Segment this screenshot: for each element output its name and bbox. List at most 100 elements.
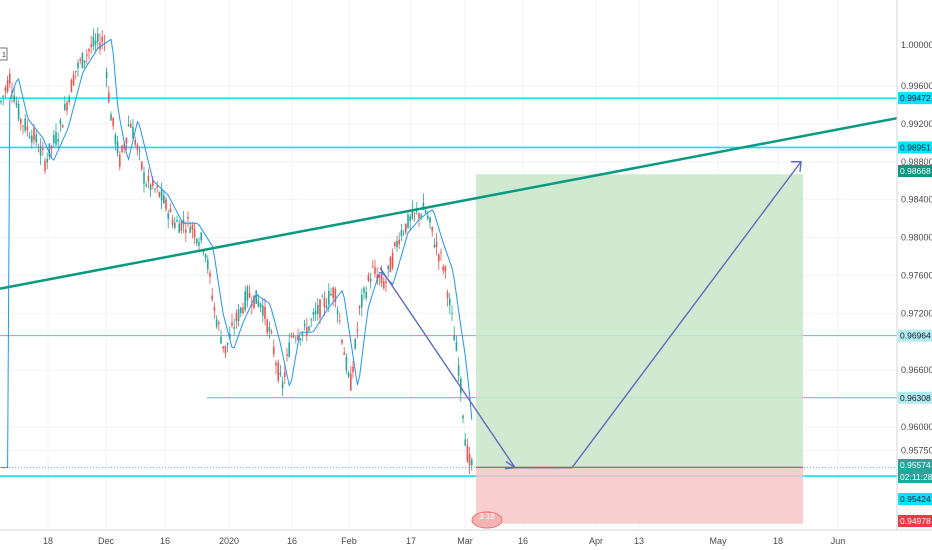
candle-body [68,96,70,103]
price-badge-label: 0.99472 [900,93,931,103]
candle-body [435,242,438,247]
candle-body [409,216,411,222]
candle-body [37,150,40,152]
time-axis[interactable]: 18 Dec 16 2020 16 Feb 17 Mar 16 Apr 13 May 18 Jun [0,529,932,550]
candle-body [81,52,84,69]
candle-body [301,332,304,336]
candle-body [72,74,75,85]
candle-body [42,148,44,150]
loss-zone[interactable] [476,467,803,524]
candle-body [59,120,62,125]
candle-body [193,228,196,238]
price-badge [898,141,932,154]
candle-body [200,232,202,241]
candle-body [15,102,18,106]
time-tick-label: Apr [589,536,603,546]
candle-body [299,338,301,341]
candle-body [28,136,31,139]
candle-body [288,342,290,357]
candle-body [378,274,381,279]
candle-body [398,239,400,245]
price-badge-label: 0.98951 [900,142,931,152]
candle-body [358,306,361,309]
candle-body [222,346,224,349]
candle-body [114,134,117,144]
price-badge-label: 0.96964 [900,331,931,341]
candle-body [290,336,293,338]
price-axis[interactable]: 0.99600 0.99200 0.98800 0.98400 0.98000 0.976… [896,0,932,530]
candle-body [33,128,35,141]
candle-body [383,281,385,289]
candle-body [255,290,257,304]
candle-body [39,146,42,156]
projection-arrowhead-down [504,461,518,470]
price-tick-label: 0.96000 [901,422,932,432]
candle-body [323,297,326,308]
candle-body [328,290,330,305]
candle-body [99,42,101,50]
candle-body [169,208,172,213]
candle-body [367,275,370,281]
candle-body [442,266,444,271]
candle-body [9,73,11,84]
candle-body [53,135,55,144]
candle-body [171,219,174,226]
candle-body [451,313,453,314]
candle-body [281,381,284,389]
corner-marker-text: 1 [2,52,6,59]
price-tick-label: 0.97600 [901,270,932,280]
candle-body [284,371,286,378]
candle-body [240,307,242,314]
candle-body [178,223,180,233]
candle-body [97,33,99,42]
candle-body [347,372,350,377]
time-tick-label: Jun [831,536,846,546]
candle-body [123,144,125,149]
candle-body [387,265,389,270]
price-badge-label: 0.94978 [900,516,931,526]
candle-body [145,184,147,187]
events-marker[interactable]: 3 18 [471,511,503,529]
candle-body [226,342,229,345]
long-position-tool[interactable] [476,174,803,524]
candle-body [332,287,334,299]
candle-body [2,95,4,97]
candle-body [277,362,279,381]
candle-body [418,213,420,219]
candle-body [17,103,20,120]
candle-body [108,92,110,103]
candle-body [246,287,249,301]
candle-body [365,291,367,298]
candle-body [303,323,306,326]
candle-body [125,137,128,144]
corner-marker[interactable]: 1 [0,47,8,61]
price-tick-label: 0.96600 [901,365,932,375]
candle-body [251,303,253,307]
candle-body [446,292,449,299]
price-badge [898,471,932,483]
price-tick-label: 0.98000 [901,233,932,243]
candle-body [202,251,205,253]
candle-body [325,305,328,308]
candle-body [75,70,77,73]
price-badge [898,329,932,342]
profit-zone[interactable] [476,174,803,468]
candle-body [413,212,416,214]
candle-body [160,189,163,201]
candle-body [343,352,345,355]
candle-body [141,161,143,170]
price-badge-label: 02:11:28 [900,472,932,482]
candle-body [424,210,427,213]
candle-body [119,154,121,167]
candle-body [468,453,471,466]
candle-body [156,186,158,188]
projection-path[interactable] [379,161,802,470]
trendline[interactable] [0,116,898,290]
candle-body [105,71,108,78]
candle-body [182,220,185,225]
candle-body [306,326,308,337]
candle-body [191,224,194,230]
candle-body [295,338,297,340]
corner-marker-box [0,47,8,61]
